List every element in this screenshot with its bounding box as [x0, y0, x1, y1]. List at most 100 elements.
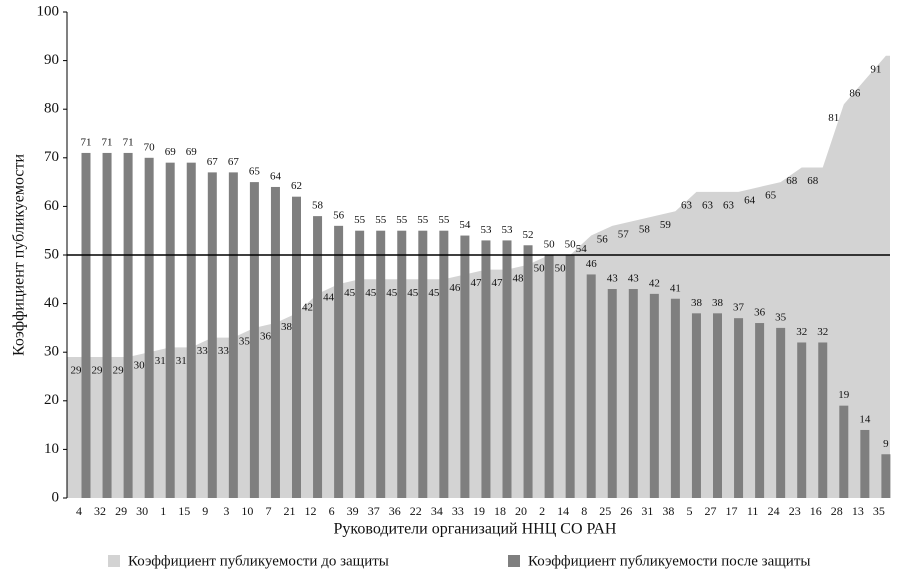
data-label: 67: [228, 156, 240, 168]
y-tick-label: 0: [52, 489, 60, 505]
data-label: 65: [765, 190, 777, 202]
bar: [502, 240, 512, 499]
data-label: 43: [628, 273, 640, 285]
data-label: 50: [555, 263, 567, 275]
data-label: 86: [849, 88, 861, 100]
y-tick-label: 60: [44, 198, 59, 214]
bar: [818, 342, 828, 498]
data-label: 33: [218, 345, 230, 357]
x-tick-label: 16: [810, 504, 822, 518]
data-label: 69: [186, 146, 198, 158]
data-label: 65: [249, 166, 261, 178]
x-axis-title: Руководители организаций ННЦ СО РАН: [334, 521, 617, 538]
bar: [523, 245, 533, 498]
x-tick-label: 20: [515, 504, 527, 518]
bar: [81, 152, 91, 498]
data-label: 44: [323, 292, 335, 304]
data-label: 33: [197, 345, 209, 357]
x-tick-label: 30: [136, 504, 148, 518]
data-label: 46: [449, 282, 461, 294]
x-tick-label: 11: [747, 504, 759, 518]
bar: [249, 182, 259, 498]
x-tick-label: 21: [284, 504, 296, 518]
data-label: 68: [807, 175, 819, 187]
data-label: 69: [165, 146, 177, 158]
data-label: 71: [81, 136, 92, 148]
data-label: 50: [534, 263, 546, 275]
data-label: 59: [660, 219, 672, 231]
data-label: 32: [796, 326, 807, 338]
bar: [881, 454, 891, 498]
data-label: 43: [607, 273, 619, 285]
data-label: 38: [281, 321, 293, 333]
data-label: 58: [312, 200, 324, 212]
data-label: 64: [744, 194, 756, 206]
y-axis-title: Коэффициент публикуемости: [11, 154, 28, 357]
bar: [334, 225, 344, 498]
data-label: 63: [723, 199, 735, 211]
data-label: 29: [71, 365, 83, 377]
bar: [628, 289, 638, 498]
bar: [439, 230, 449, 498]
data-label: 54: [459, 219, 471, 231]
data-label: 47: [492, 277, 504, 289]
bar: [207, 172, 217, 498]
x-tick-label: 35: [873, 504, 885, 518]
x-tick-label: 22: [410, 504, 422, 518]
data-label: 71: [102, 136, 113, 148]
bar: [755, 323, 765, 498]
data-label: 31: [176, 355, 187, 367]
bar: [860, 429, 870, 498]
label-layer: 29 29 29 30 31 31 33 33 35 36 38 42 44 45 45 45 45 45 46 47…: [71, 63, 890, 450]
x-tick-label: 8: [581, 504, 587, 518]
y-tick-label: 30: [44, 344, 59, 360]
x-tick-label: 19: [473, 504, 485, 518]
x-tick-label: 14: [557, 504, 569, 518]
data-label: 71: [123, 136, 134, 148]
data-label: 63: [702, 199, 714, 211]
data-label: 67: [207, 156, 219, 168]
legend-label: Коэффициент публикуемости после защиты: [528, 553, 810, 569]
data-label: 50: [565, 239, 577, 251]
data-label: 45: [365, 287, 377, 299]
bar: [734, 318, 744, 498]
data-label: 45: [344, 287, 356, 299]
data-label: 50: [544, 239, 556, 251]
data-label: 55: [354, 214, 366, 226]
bar: [292, 196, 301, 498]
data-label: 36: [754, 307, 766, 319]
x-tick-label: 12: [305, 504, 317, 518]
data-label: 47: [470, 277, 482, 289]
data-label: 55: [438, 214, 450, 226]
x-tick-label: 3: [223, 504, 229, 518]
bar: [586, 274, 596, 498]
data-label: 81: [828, 112, 839, 124]
data-label: 45: [407, 287, 419, 299]
data-label: 56: [333, 209, 345, 221]
x-tick-label: 32: [94, 504, 106, 518]
data-label: 35: [775, 311, 787, 323]
data-label: 45: [428, 287, 440, 299]
bar: [776, 327, 786, 498]
bar: [649, 293, 659, 498]
legend-swatch: [108, 555, 120, 567]
data-label: 55: [375, 214, 387, 226]
bar: [165, 162, 175, 498]
x-tick-label: 6: [329, 504, 335, 518]
x-tick-label: 33: [452, 504, 464, 518]
bar: [228, 172, 238, 498]
data-label: 41: [670, 282, 681, 294]
y-tick-label: 40: [44, 295, 59, 311]
bar: [123, 152, 133, 498]
legend-label: Коэффициент публикуемости до защиты: [128, 553, 389, 569]
bar-layer: [81, 152, 891, 499]
bar: [670, 298, 680, 498]
data-label: 46: [586, 258, 598, 270]
x-tick-label: 38: [662, 504, 674, 518]
data-label: 55: [417, 214, 429, 226]
data-label: 64: [270, 170, 282, 182]
data-label: 52: [523, 229, 534, 241]
bar: [607, 289, 617, 498]
x-tick-label: 10: [241, 504, 253, 518]
